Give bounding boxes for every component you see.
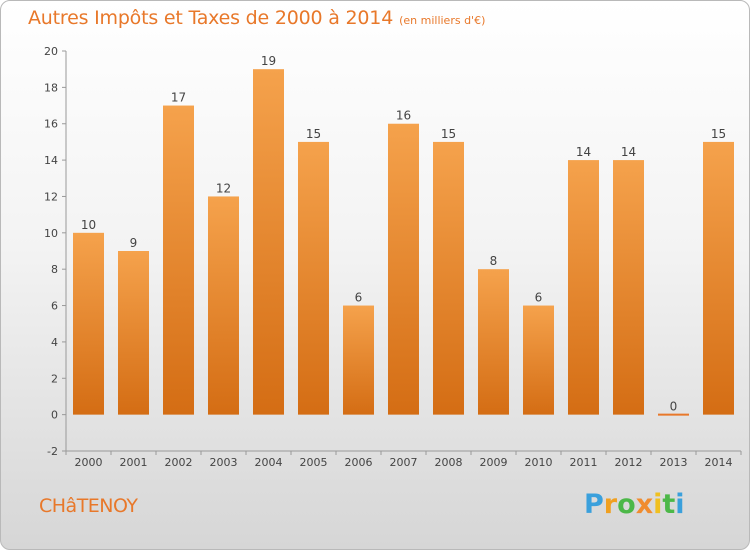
x-tick-label: 2005 [300,456,328,469]
x-tick-label: 2004 [255,456,283,469]
bar [703,141,734,415]
x-tick-label: 2009 [480,456,508,469]
x-tick-label: 2002 [165,456,193,469]
y-tick-label: 20 [44,45,58,58]
x-tick-label: 2011 [570,456,598,469]
data-label: 8 [490,254,498,268]
x-tick-label: 2006 [345,456,373,469]
logo-letter: o [617,489,636,520]
data-label: 6 [535,291,543,305]
bar [343,305,374,415]
bar [298,141,329,415]
y-tick-label: 16 [44,118,58,131]
data-label: 15 [711,127,726,141]
data-label: 15 [441,127,456,141]
y-tick-label: 10 [44,227,58,240]
bar [163,105,194,415]
x-tick-label: 2000 [75,456,103,469]
bar [568,160,599,415]
logo-letter: i [675,489,685,520]
data-label: 19 [261,54,276,68]
chart-subtitle: (en milliers d'€) [399,14,486,27]
bar [253,69,284,415]
data-label: 0 [670,400,678,414]
data-label: 10 [81,218,96,232]
chart-title: Autres Impôts et Taxes de 2000 à 2014 [28,7,394,29]
y-tick-label: 0 [51,409,58,422]
x-tick-label: 2001 [120,456,148,469]
data-label: 6 [355,291,363,305]
y-tick-label: 18 [44,81,58,94]
bar [73,232,104,415]
y-tick-label: 12 [44,190,58,203]
bar [478,269,509,415]
logo-letter: r [603,489,618,520]
proxiti-logo[interactable]: Proxiti [584,489,685,520]
chart-title-row: Autres Impôts et Taxes de 2000 à 2014 (en… [28,7,485,29]
x-tick-label: 2014 [705,456,733,469]
logo-letter: x [635,489,654,520]
data-label: 14 [621,145,636,159]
bar [208,196,239,415]
logo-letter: t [662,489,676,520]
y-tick-label: 2 [51,372,58,385]
bar [388,123,419,415]
logo-letter: P [584,489,604,520]
bar [433,141,464,415]
bar [613,160,644,415]
y-tick-label: 4 [51,336,58,349]
y-tick-label: -2 [47,445,58,458]
bar [523,305,554,415]
y-tick-label: 8 [51,263,58,276]
x-tick-label: 2010 [525,456,553,469]
data-label: 12 [216,181,231,195]
x-tick-label: 2007 [390,456,418,469]
y-tick-label: 6 [51,300,58,313]
x-tick-label: 2003 [210,456,238,469]
data-label: 14 [576,145,591,159]
y-tick-label: 14 [44,154,58,167]
data-label: 17 [171,91,186,105]
x-tick-label: 2008 [435,456,463,469]
bar [658,413,689,416]
data-label: 15 [306,127,321,141]
x-tick-label: 2013 [660,456,688,469]
data-label: 16 [396,109,411,123]
bar [118,251,149,415]
logo-letter: i [653,489,663,520]
x-tick-label: 2012 [615,456,643,469]
data-label: 9 [130,236,138,250]
commune-name: CHâTENOY [39,495,138,517]
